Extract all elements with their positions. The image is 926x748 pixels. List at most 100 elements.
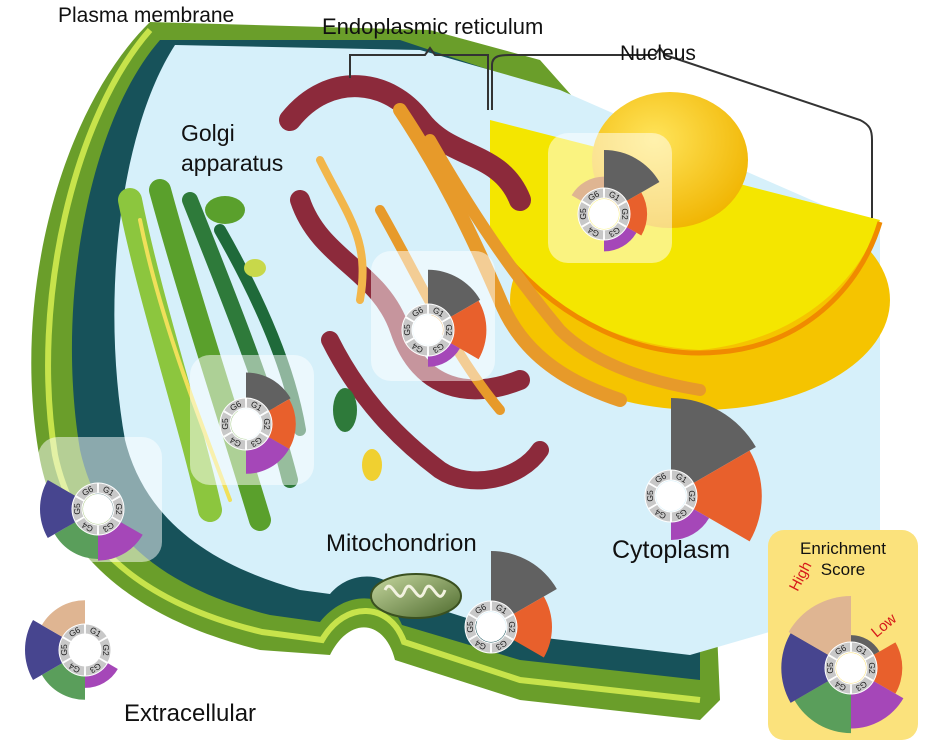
wedge-g2 — [626, 192, 648, 236]
group-label-g2: G2 — [867, 662, 877, 674]
chart-center-hole — [413, 315, 443, 345]
group-label-g1: G1 — [249, 399, 264, 413]
ring-segment-g1 — [427, 303, 451, 323]
label-nucleus: Nucleus — [620, 42, 696, 65]
wedge-g6 — [41, 600, 85, 637]
ring-segment-g1 — [245, 397, 269, 417]
group-label-g1: G1 — [101, 484, 116, 498]
ring-segment-g2 — [111, 495, 125, 523]
ring-segment-g4 — [62, 657, 86, 677]
ring-segment-g3 — [603, 221, 627, 241]
wedge-g2 — [268, 399, 296, 449]
ring-segment-g2 — [441, 316, 455, 344]
ring-segment-g4 — [468, 634, 492, 654]
ring-segment-g6 — [405, 303, 429, 323]
ring-segment-g3 — [97, 516, 121, 536]
group-label-g6: G6 — [228, 399, 243, 413]
wedge-g1 — [671, 398, 756, 483]
label-plasma-membrane: Plasma membrane — [58, 4, 235, 27]
golgi-vesicle — [244, 259, 266, 277]
group-label-g1: G1 — [494, 602, 509, 616]
ring-segment-g2 — [617, 200, 631, 228]
ring-segment-g1 — [490, 600, 514, 620]
nucleus-bracket — [491, 46, 873, 218]
group-label-g5: G5 — [59, 644, 69, 656]
er-bracket — [349, 46, 489, 110]
ring-segment-g5 — [58, 636, 72, 664]
ring-segment-g6 — [62, 623, 86, 643]
group-label-g5: G5 — [402, 324, 412, 336]
wedge-g2 — [873, 642, 903, 694]
golgi-vesicle — [362, 449, 382, 481]
ring-segment-g5 — [824, 654, 838, 682]
ring-segment-g3 — [84, 657, 108, 677]
wedge-g3 — [851, 681, 904, 729]
ring-segment-g5 — [401, 316, 415, 344]
group-label-g2: G2 — [262, 418, 272, 430]
ring-segment-g2 — [684, 482, 698, 510]
legend-title: Enrichment Score — [768, 538, 918, 580]
label-golgi-apparatus: Golgi apparatus — [181, 118, 283, 178]
wedge-g5 — [40, 480, 76, 538]
ring-segment-g3 — [490, 634, 514, 654]
label-endoplasmic-reticulum: Endoplasmic reticulum — [322, 14, 544, 39]
ring-segment-g1 — [670, 469, 694, 489]
group-label-g6: G6 — [80, 484, 95, 498]
ring-segment-g3 — [670, 503, 694, 523]
chart-center-hole — [656, 481, 686, 511]
ring-segment-g1 — [850, 641, 874, 661]
ring-segment-g5 — [644, 482, 658, 510]
group-label-g1: G1 — [607, 189, 622, 203]
chart-center-hole — [589, 199, 619, 229]
group-label-g6: G6 — [410, 305, 425, 319]
label-cytoplasm: Cytoplasm — [612, 536, 731, 564]
wedge-g3 — [671, 509, 710, 540]
group-label-g5: G5 — [465, 621, 475, 633]
wedge-g1 — [491, 551, 557, 614]
golgi-vesicle — [333, 388, 357, 432]
label-golgi-line2: apparatus — [181, 150, 284, 176]
ring-segment-g6 — [828, 641, 852, 661]
ring-segment-g6 — [648, 469, 672, 489]
wedge-g3 — [98, 522, 143, 561]
wedge-g4 — [54, 522, 98, 559]
wedge-g2 — [450, 300, 487, 360]
wedge-g3 — [85, 663, 118, 688]
wedge-g1 — [428, 269, 481, 317]
legend-title-line1: Enrichment — [800, 539, 886, 558]
wedge-g3 — [246, 437, 290, 474]
radial-charts: G1G2G3G4G5G6G1G2G3G4G5G6G1G2G3G4G5G6G1G2… — [25, 150, 904, 734]
group-label-g2: G2 — [444, 324, 454, 336]
ring-segment-g1 — [97, 482, 121, 502]
group-label-g2: G2 — [687, 490, 697, 502]
ring-segment-g3 — [245, 431, 269, 451]
ring-segment-g6 — [581, 187, 605, 207]
ring-segment-g5 — [464, 613, 478, 641]
group-label-g5: G5 — [825, 662, 835, 674]
ring-segment-g1 — [84, 623, 108, 643]
group-label-g2: G2 — [114, 503, 124, 515]
group-label-g5: G5 — [578, 208, 588, 220]
ring-segment-g2 — [864, 654, 878, 682]
ring-segment-g4 — [828, 675, 852, 695]
ring-segment-g4 — [223, 431, 247, 451]
ring-segment-g2 — [504, 613, 518, 641]
group-label-g1: G1 — [854, 643, 869, 657]
wedge-g5 — [25, 620, 63, 680]
mitochondrion — [370, 573, 462, 619]
wedge-g2 — [513, 596, 552, 658]
ring-segment-g4 — [648, 503, 672, 523]
group-label-g5: G5 — [220, 418, 230, 430]
wedge-g1 — [851, 635, 880, 655]
label-golgi-line1: Golgi — [181, 120, 235, 146]
wedge-g3 — [604, 227, 637, 252]
